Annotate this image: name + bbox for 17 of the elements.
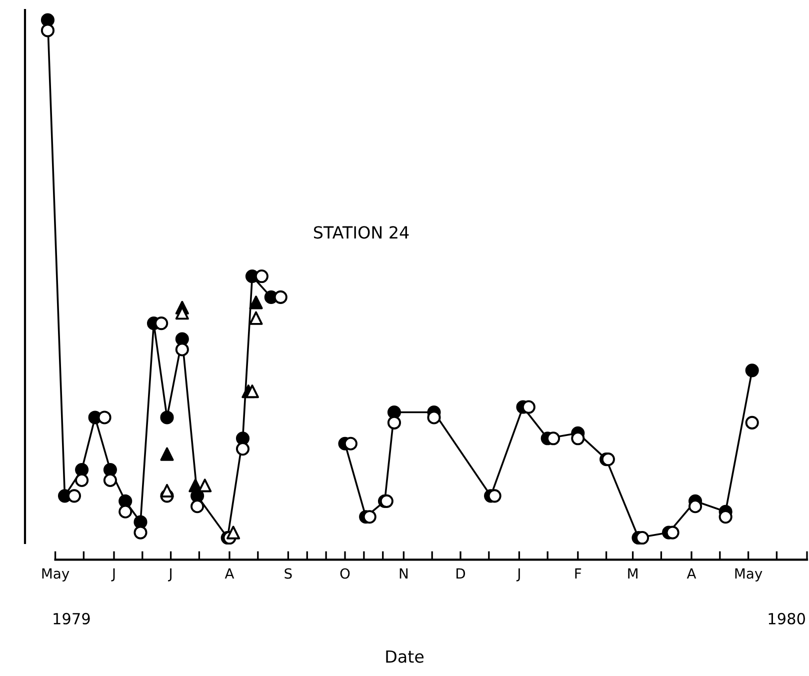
x-tick-label: M [628, 568, 638, 579]
x-tick-label: O [340, 568, 350, 579]
x-tick-label: J [516, 568, 520, 582]
x-tick-label: J [111, 568, 115, 582]
x-tick-label: A [686, 568, 696, 579]
x-tick-label: N [400, 568, 408, 579]
x-axis-title: Date [386, 650, 424, 663]
text: 1980 [768, 612, 805, 624]
x-tick-label: D [456, 568, 466, 579]
x-tick-label: May [42, 568, 70, 582]
x-tick-label: A [224, 568, 234, 579]
text: 1979 [54, 612, 90, 624]
annotation: STATION 24 [314, 226, 409, 239]
x-tick-label: May [735, 568, 762, 582]
x-tick-label: F [575, 568, 582, 579]
x-tick-label: J [168, 568, 172, 582]
x-tick-label: S [284, 568, 292, 579]
